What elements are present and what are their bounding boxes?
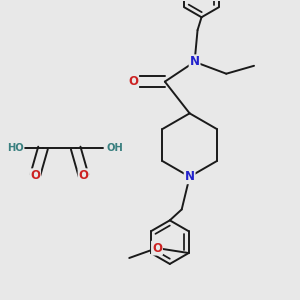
Text: OH: OH: [106, 143, 123, 153]
Text: N: N: [184, 170, 195, 183]
Text: O: O: [128, 75, 138, 88]
Text: HO: HO: [7, 143, 24, 153]
Text: O: O: [79, 169, 88, 182]
Text: O: O: [152, 242, 162, 255]
Text: N: N: [190, 55, 200, 68]
Text: O: O: [30, 169, 40, 182]
